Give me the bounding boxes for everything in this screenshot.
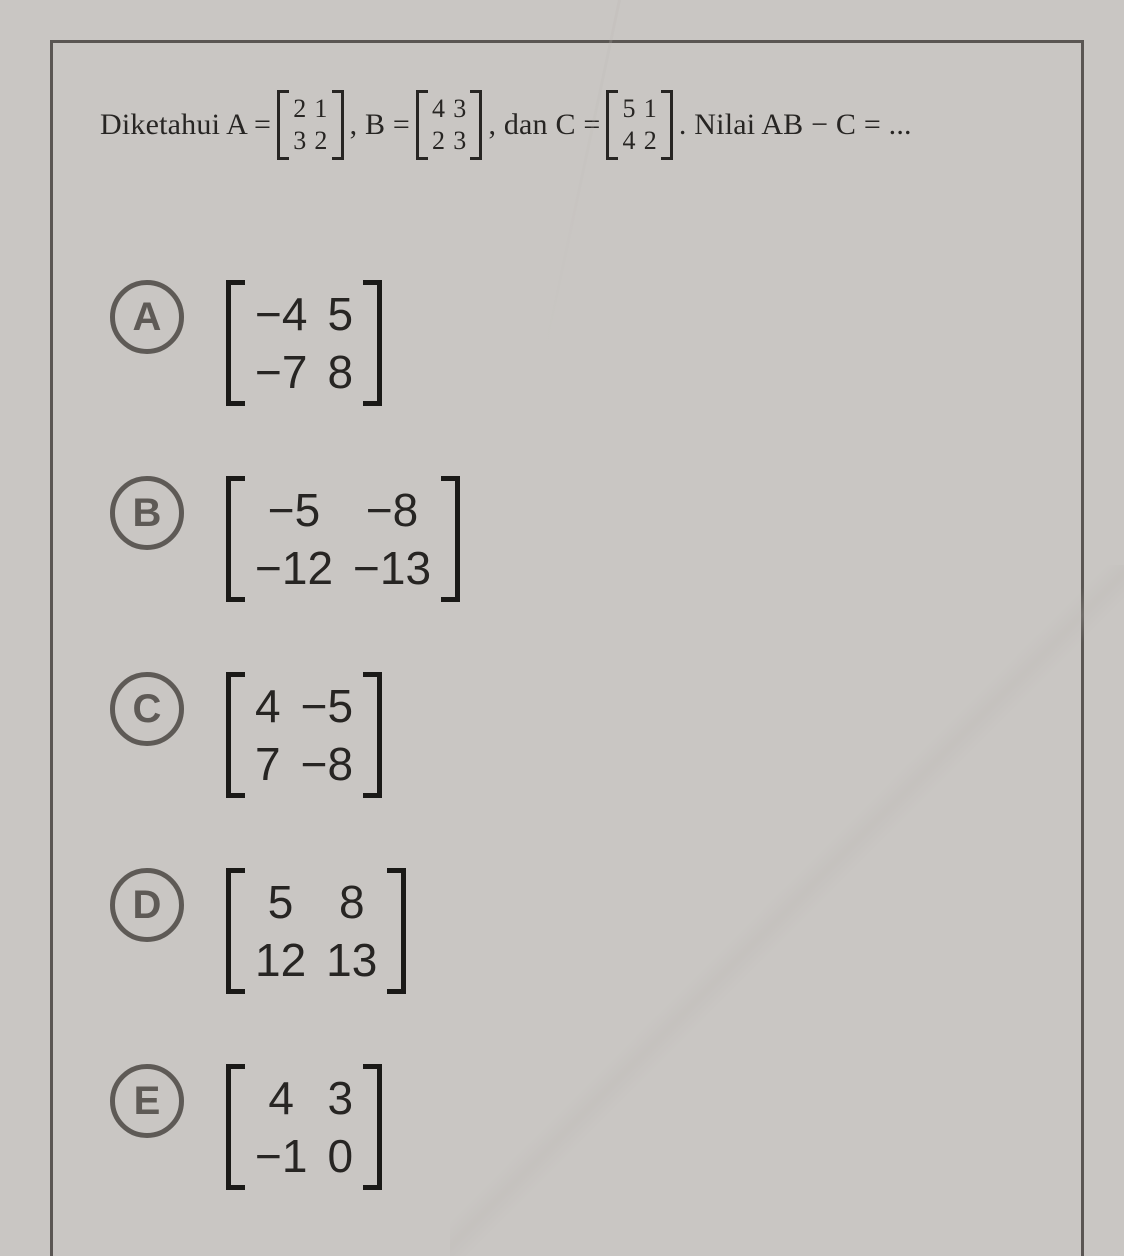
page: Diketahui A = 23 12 , B = 42 33 , dan C …	[0, 0, 1124, 1256]
paper-crease	[450, 565, 1124, 1256]
